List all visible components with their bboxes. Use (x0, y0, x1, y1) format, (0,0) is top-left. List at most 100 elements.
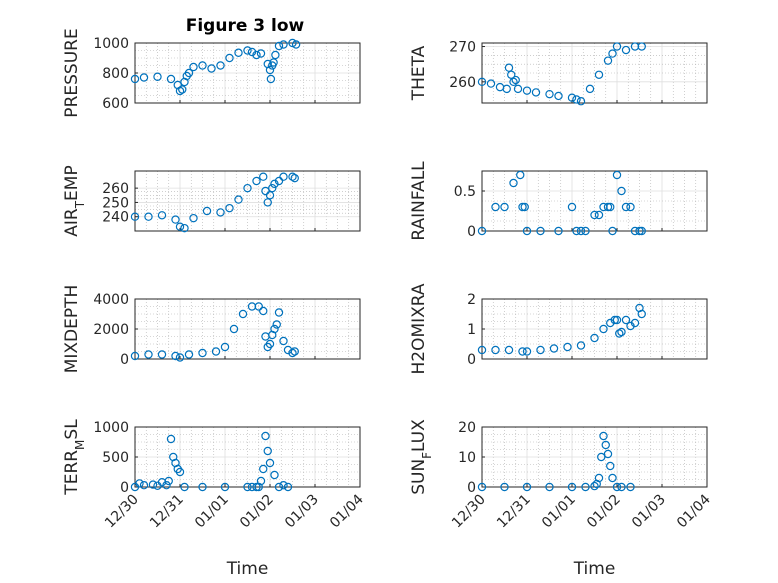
x-tick-label: 01/03 (282, 492, 322, 532)
data-point (509, 77, 518, 87)
data-series (477, 42, 646, 106)
data-point (171, 215, 180, 224)
subplot-3: 0 0.5 RAINFALL (409, 161, 708, 241)
data-point (626, 482, 635, 492)
data-point (259, 464, 268, 474)
y-tick-label: 4000 (93, 292, 129, 308)
data-point (135, 479, 144, 488)
y-tick-label: 1000 (93, 420, 129, 436)
data-point (630, 318, 640, 328)
axes-frame (134, 298, 361, 360)
data-point (612, 170, 622, 180)
data-point (171, 351, 180, 361)
data-point (520, 202, 529, 212)
data-point (130, 351, 140, 361)
data-point (545, 89, 554, 99)
data-point (590, 210, 599, 220)
data-point (477, 77, 487, 87)
data-point (252, 482, 261, 492)
data-point (263, 446, 272, 456)
data-point (518, 202, 527, 212)
y-tick-label: 240 (102, 210, 129, 226)
data-point (178, 85, 187, 94)
data-point (486, 79, 496, 88)
data-series (130, 172, 299, 233)
data-point (606, 202, 615, 212)
data-point (288, 348, 297, 358)
axes-frame (481, 298, 708, 360)
data-point (502, 84, 511, 94)
data-point (585, 84, 595, 94)
data-point (274, 482, 284, 492)
y-tick-label: 0 (120, 352, 129, 368)
data-point (139, 481, 149, 490)
data-point (594, 70, 604, 79)
data-point (175, 222, 185, 231)
data-series (130, 431, 293, 492)
axes-frame (134, 426, 361, 488)
data-point (153, 72, 162, 81)
data-point (198, 348, 207, 358)
subplot-4: 0 2000 4000 MIXDEPTH (62, 285, 361, 373)
data-point (590, 481, 599, 491)
data-point (608, 473, 617, 483)
data-point (271, 50, 280, 60)
data-point (291, 40, 301, 49)
data-series (477, 170, 646, 236)
data-point (279, 172, 288, 181)
data-point (612, 42, 622, 51)
data-point (274, 308, 284, 317)
data-point (621, 315, 631, 325)
data-point (603, 449, 613, 459)
data-point (576, 97, 586, 106)
data-point (635, 226, 644, 236)
data-point (518, 347, 527, 356)
data-point (290, 173, 299, 183)
data-point (234, 195, 243, 204)
data-point (617, 186, 626, 196)
data-point (572, 95, 581, 104)
y-axis-label: THETA (409, 45, 429, 101)
data-point (243, 482, 252, 492)
data-point (216, 61, 225, 70)
data-point (531, 88, 541, 97)
data-point (259, 172, 268, 181)
y-tick-label: 0 (467, 352, 476, 368)
data-point (198, 482, 207, 492)
data-point (576, 341, 586, 350)
data-point (270, 179, 279, 189)
x-axis-label: Time (226, 559, 269, 579)
data-point (265, 339, 275, 349)
data-point (139, 73, 149, 82)
y-tick-label: 0.5 (454, 184, 476, 200)
data-point (612, 482, 622, 492)
x-tick-label: 01/01 (192, 492, 232, 532)
data-point (594, 210, 604, 220)
data-series (477, 431, 635, 492)
y-axis-label: TERRMSL (62, 419, 87, 496)
data-point (637, 42, 646, 51)
data-point (477, 226, 487, 236)
data-point (545, 482, 554, 492)
data-point (269, 58, 278, 67)
data-point (144, 350, 153, 359)
data-point (270, 324, 279, 334)
data-point (522, 482, 532, 492)
y-tick-label: 600 (102, 96, 129, 112)
data-point (220, 482, 230, 492)
data-point (608, 226, 617, 236)
data-point (572, 226, 581, 236)
data-point (637, 226, 646, 236)
axes-frame (134, 42, 361, 104)
data-point (522, 347, 532, 356)
data-point (144, 212, 153, 221)
data-point (567, 93, 577, 102)
data-point (130, 74, 140, 84)
y-tick-label: 250 (102, 195, 129, 211)
x-tick-label: 12/31 (147, 492, 187, 532)
data-point (166, 434, 176, 444)
data-point (290, 347, 299, 356)
